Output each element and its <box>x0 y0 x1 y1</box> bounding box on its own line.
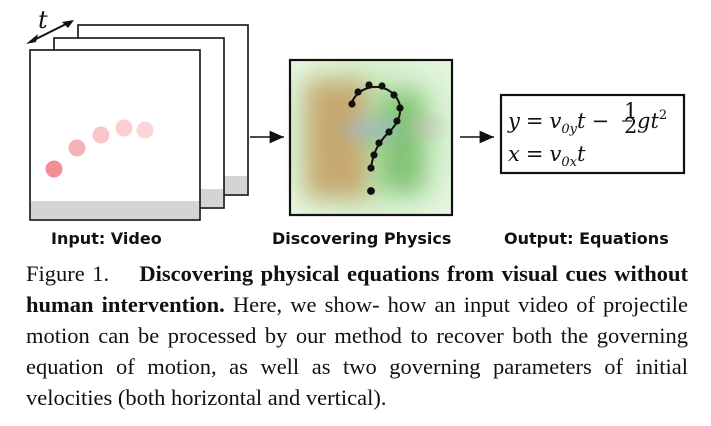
figure-caption: Figure 1. Discovering physical equations… <box>26 258 688 413</box>
caption-lead: Discovering physical equations from visu… <box>26 261 689 317</box>
caption-body: Here, we show- how an input video of pro… <box>26 292 689 410</box>
ground-strip <box>31 201 199 219</box>
ball-position-5 <box>136 121 154 139</box>
question-mark-dot <box>354 88 362 96</box>
gray-blur-blob <box>346 118 396 140</box>
question-mark-dot <box>385 128 393 136</box>
ball-position-2 <box>68 139 86 157</box>
pink-blur-blob <box>414 120 440 134</box>
question-mark-dot <box>365 81 373 89</box>
fraction-denominator: 2 <box>624 114 637 138</box>
ball-position-3 <box>92 126 110 144</box>
time-arrow-head-right <box>62 20 74 28</box>
caption-prefix: Figure 1. <box>26 261 110 286</box>
question-mark-dot <box>375 139 383 147</box>
question-mark-dot <box>370 151 378 159</box>
figure-1: t <box>26 6 686 248</box>
question-mark-dot <box>348 100 356 108</box>
ball-position-1 <box>45 160 63 178</box>
equation-gravity-term: gt2 <box>637 108 667 133</box>
figure-graphic: t <box>26 6 686 221</box>
panel-label-discover: Discovering Physics <box>272 229 452 248</box>
video-frame-front <box>29 49 201 221</box>
question-mark-bottom-dot <box>367 187 375 195</box>
equations-box: y = v0yt − 1 2 gt2 x = v0xt <box>499 93 686 175</box>
question-mark-dot <box>390 91 398 99</box>
question-mark-dot <box>367 164 375 172</box>
fraction-numerator: 1 <box>624 99 637 123</box>
question-mark-dot <box>393 117 401 125</box>
panel-label-input: Input: Video <box>51 229 162 248</box>
time-arrow-head-left <box>26 34 38 44</box>
panel-label-output: Output: Equations <box>504 229 669 248</box>
discover-panel <box>288 58 454 217</box>
equation-horizontal: x = v0xt <box>508 142 586 170</box>
equation-vertical: y = v0yt − <box>507 109 609 137</box>
time-label: t <box>38 6 48 34</box>
ball-position-4 <box>115 119 133 137</box>
question-mark-dot <box>378 82 386 90</box>
question-mark-dot <box>396 104 404 112</box>
